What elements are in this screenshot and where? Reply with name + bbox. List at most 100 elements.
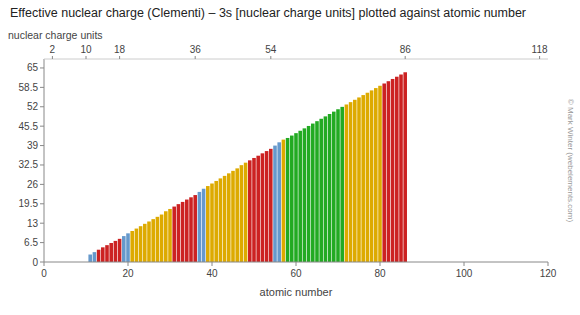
bar [219,178,223,262]
y-tick [40,87,44,88]
x-tick [548,262,549,266]
bar [126,233,130,262]
x2-tick [52,56,53,59]
y-tick-label: 6.5 [24,237,38,248]
x-tick-label: 60 [290,268,302,279]
y-tick [40,184,44,185]
x2-tick-label: 36 [190,44,202,55]
bar [315,121,319,262]
bar [307,126,311,262]
bar [164,211,168,262]
bar [202,189,206,262]
bar [198,192,202,262]
y-tick [40,223,44,224]
x2-tick [195,56,196,59]
y-tick [40,242,44,243]
bar [143,224,147,262]
bar [223,176,227,262]
y-tick-label: 32.5 [19,159,39,170]
y-axis-line [44,59,45,262]
bar [206,186,210,262]
bar [387,81,391,262]
bar [324,116,328,262]
y-tick [40,164,44,165]
bar [156,217,160,262]
bar [319,119,323,262]
bar [130,231,134,262]
bar [395,77,399,262]
y-tick-label: 52 [27,101,39,112]
bar [160,215,164,262]
x2-tick [270,56,271,59]
y-tick-label: 13 [27,218,39,229]
chart: Effective nuclear charge (Clementi) – 3s… [0,0,580,315]
bar [118,239,122,262]
bar [189,197,193,262]
bar [227,173,231,262]
bar [370,90,374,262]
watermark: © Mark Winter (webelements.com) [566,99,575,223]
bar [244,163,248,262]
x-tick [128,262,129,266]
bar [135,229,139,262]
bar [210,183,214,262]
y-tick-label: 65 [27,62,39,73]
bar [403,72,407,262]
bar [336,109,340,262]
bar [185,200,189,262]
bar [93,252,97,262]
bar [298,131,302,262]
y-tick [40,106,44,107]
bar [172,207,176,262]
x-tick [380,262,381,266]
bar [261,153,265,262]
bar [332,112,336,262]
x2-tick [86,56,87,59]
x2-tick-label: 54 [265,44,277,55]
bar [269,149,273,262]
x2-tick-label: 10 [80,44,92,55]
bar [168,209,172,262]
x-tick-label: 20 [122,268,134,279]
bar [248,160,252,262]
bar [357,97,361,262]
y-tick [40,262,44,263]
y-tick [40,126,44,127]
y-tick [40,145,44,146]
bar [345,104,349,262]
bar [374,88,378,262]
x-tick [296,262,297,266]
bar [105,245,109,262]
y-tick-label: 26 [27,179,39,190]
bar [139,226,143,262]
bar [101,247,105,262]
bar [286,138,290,262]
bar [252,158,256,262]
x2-tick [539,56,540,59]
x-tick [212,262,213,266]
y-tick [40,203,44,204]
bar [181,202,185,262]
x2-tick-label: 118 [532,44,548,55]
bar [328,114,332,262]
bar [240,165,244,262]
bar [277,142,281,262]
bar [114,241,118,262]
y-tick-label: 45.5 [19,121,39,132]
x-tick-label: 40 [206,268,218,279]
y-axis-label: nuclear charge units [8,29,103,41]
bar [294,133,298,262]
bar [290,136,294,262]
x-tick [44,262,45,266]
x-tick-label: 80 [374,268,386,279]
x-tick-label: 120 [540,268,557,279]
x-tick [464,262,465,266]
x2-tick-label: 2 [50,44,56,55]
bar [147,221,151,262]
bar [311,124,315,262]
bar [97,250,101,262]
bar [273,146,277,262]
bar [340,107,344,262]
bar [399,74,403,262]
y-tick-label: 58.5 [19,82,39,93]
